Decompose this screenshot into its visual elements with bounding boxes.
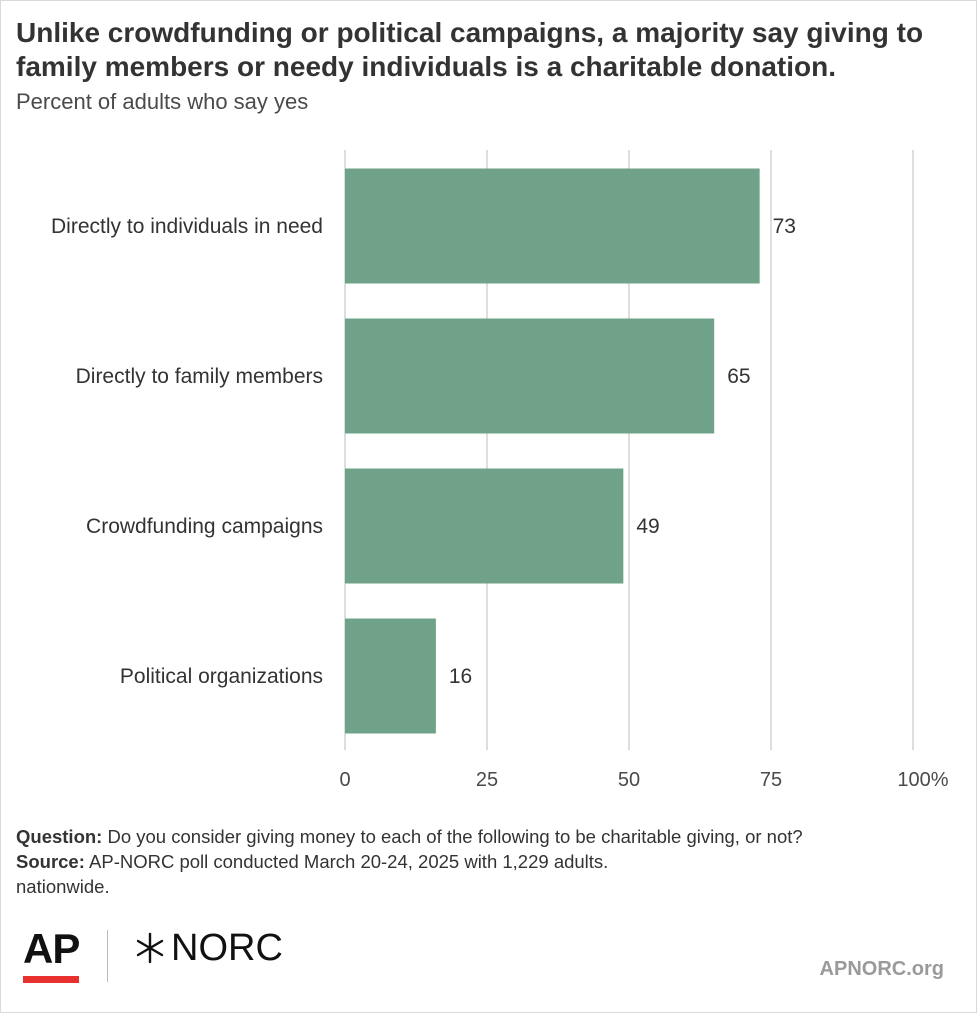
category-label: Directly to individuals in need: [51, 215, 323, 238]
question-text: Do you consider giving money to each of …: [102, 826, 803, 847]
ap-logo: AP: [23, 925, 80, 972]
source-note: Source: AP-NORC poll conducted March 20-…: [16, 849, 961, 874]
x-tick-label: 100%: [897, 769, 948, 791]
apnorc-url: APNORC.org: [819, 958, 944, 980]
norc-logo: NORC: [133, 928, 283, 968]
bar: [345, 318, 715, 434]
ap-logo-underline: [23, 976, 79, 983]
x-tick-label: 0: [339, 769, 350, 791]
chart-notes: Question: Do you consider giving money t…: [16, 824, 961, 899]
data-label: 49: [636, 515, 659, 538]
bar: [345, 468, 624, 584]
bar: [345, 618, 436, 734]
category-label: Political organizations: [120, 665, 323, 688]
question-label: Question:: [16, 826, 103, 847]
source-note-continued: nationwide.: [16, 876, 110, 897]
question-note: Question: Do you consider giving money t…: [16, 824, 961, 849]
x-tick-label: 25: [476, 769, 498, 791]
chart-subtitle: Percent of adults who say yes: [16, 89, 309, 114]
category-label: Directly to family members: [76, 365, 323, 388]
bar-chart: 0 25 50 75 100% Directly to individuals in ne…: [51, 150, 949, 791]
data-label: 65: [727, 365, 750, 388]
data-label: 16: [449, 665, 472, 688]
source-label: Source:: [16, 851, 85, 872]
x-tick-label: 50: [618, 769, 640, 791]
bar: [345, 168, 760, 284]
category-label: Crowdfunding campaigns: [86, 515, 323, 538]
logo-divider: [107, 930, 108, 982]
norc-logo-text: NORC: [171, 927, 283, 969]
x-tick-label: 75: [760, 769, 782, 791]
chart-title: Unlike crowdfunding or political campaig…: [16, 17, 924, 82]
data-label: 73: [773, 215, 796, 238]
norc-star-icon: [136, 932, 164, 964]
source-text: AP-NORC poll conducted March 20-24, 2025…: [84, 851, 609, 872]
